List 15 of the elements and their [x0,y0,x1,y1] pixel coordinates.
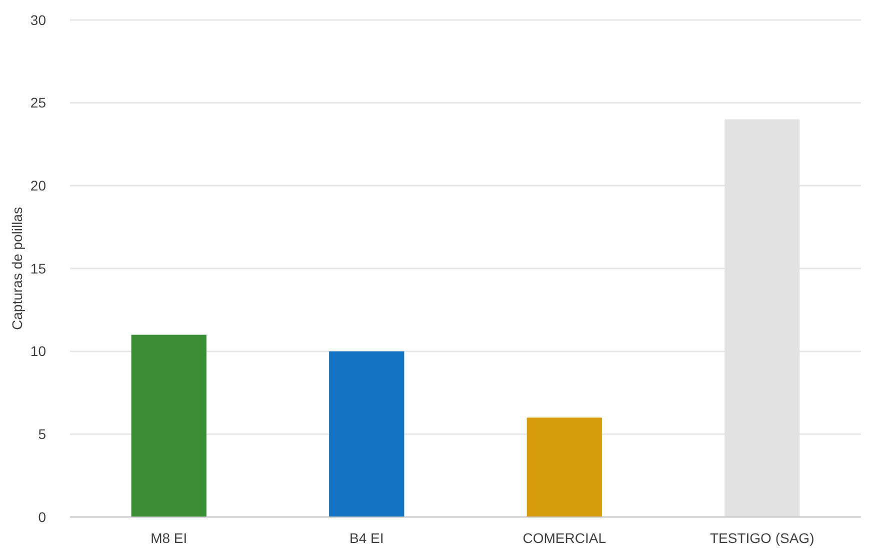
y-axis-title: Capturas de polillas [9,207,25,330]
bar [329,351,404,517]
y-tick-label: 10 [30,343,46,360]
y-tick-label: 15 [30,260,46,276]
bar [526,418,602,517]
x-tick-label: B4 EI [350,530,384,546]
x-tick-label: M8 EI [150,530,188,546]
x-tick-label: COMERCIAL [522,530,606,546]
y-tick-label: 25 [30,94,46,111]
x-tick-label: TESTIGO (SAG) [710,530,814,546]
y-tick-label: 20 [30,178,46,194]
bar [131,334,206,517]
y-tick-label: 30 [30,12,46,28]
y-tick-label: 0 [38,508,46,525]
y-tick-label: 5 [38,426,46,442]
